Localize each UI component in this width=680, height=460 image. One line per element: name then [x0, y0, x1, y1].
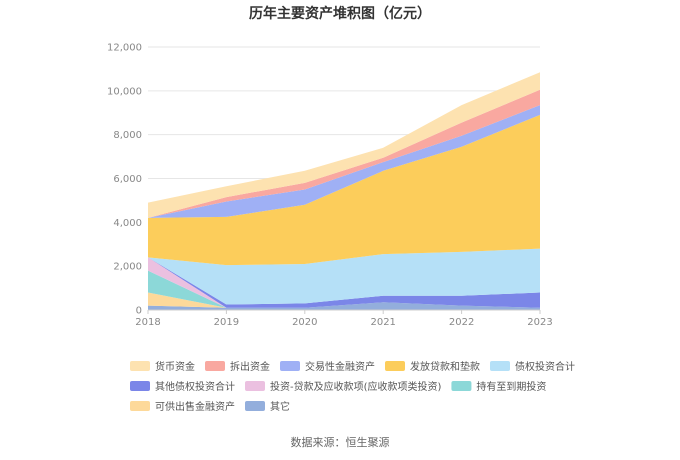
- x-tick-label: 2020: [292, 317, 317, 328]
- legend-label: 拆出资金: [230, 360, 270, 373]
- x-tick-label: 2019: [214, 317, 239, 328]
- legend-swatch: [451, 381, 472, 391]
- legend-item-投资-贷款及应收款项-应收款项类投资-[interactable]: 投资-贷款及应收款项(应收款项类投资): [245, 380, 442, 393]
- legend-item-交易性金融资产[interactable]: 交易性金融资产: [280, 360, 375, 373]
- y-tick-label: 6,000: [113, 174, 142, 185]
- y-tick-label: 12,000: [107, 43, 142, 54]
- legend-item-债权投资合计[interactable]: 债权投资合计: [490, 360, 575, 373]
- area-发放贷款和垫款: [148, 114, 540, 266]
- area-债权投资合计: [148, 248, 540, 305]
- legend-swatch: [245, 381, 265, 391]
- legend-label: 持有至到期投资: [476, 380, 546, 393]
- legend-swatch: [280, 361, 300, 371]
- legend-swatch: [130, 381, 150, 391]
- y-tick-label: 10,000: [107, 86, 142, 97]
- legend-label: 其它: [270, 400, 290, 413]
- axes: 2018 2019 2020 2021 2022 2023: [135, 309, 553, 328]
- chart-title: 历年主要资产堆积图（亿元）: [249, 5, 431, 22]
- legend-item-其他债权投资合计[interactable]: 其他债权投资合计: [130, 380, 235, 393]
- legend-swatch: [385, 361, 405, 371]
- legend-item-拆出资金[interactable]: 拆出资金: [205, 360, 270, 373]
- y-tick-label: 2,000: [113, 262, 142, 273]
- legend-swatch: [130, 401, 150, 411]
- legend-item-持有至到期投资[interactable]: 持有至到期投资: [451, 380, 546, 393]
- legend-label: 其他债权投资合计: [155, 380, 235, 393]
- legend-label: 交易性金融资产: [305, 360, 375, 373]
- legend-swatch: [245, 401, 265, 411]
- legend-label: 债权投资合计: [515, 360, 575, 373]
- x-tick-label: 2023: [527, 317, 552, 328]
- series-areas: [148, 72, 540, 310]
- x-tick-label: 2022: [449, 317, 474, 328]
- legend-item-发放贷款和垫款[interactable]: 发放贷款和垫款: [385, 360, 480, 373]
- area-货币资金: [148, 72, 540, 218]
- legend-item-货币资金[interactable]: 货币资金: [130, 360, 195, 373]
- x-tick-label: 2018: [135, 317, 160, 328]
- y-tick-label: 0: [136, 306, 142, 317]
- legend-swatch: [130, 361, 150, 371]
- legend-item-可供出售金融资产[interactable]: 可供出售金融资产: [130, 400, 235, 413]
- y-tick-label: 8,000: [113, 130, 142, 141]
- data-source-note: 数据来源：恒生聚源: [291, 435, 390, 449]
- legend-label: 货币资金: [155, 360, 195, 373]
- legend-label: 可供出售金融资产: [155, 400, 235, 413]
- area-可供出售金融资产: [148, 292, 540, 308]
- legend-swatch: [205, 361, 225, 371]
- area-其它: [148, 302, 540, 310]
- legend-label: 投资-贷款及应收款项(应收款项类投资): [270, 380, 442, 393]
- y-tick-label: 4,000: [113, 218, 142, 229]
- legend-swatch: [490, 361, 510, 371]
- legend-label: 发放贷款和垫款: [410, 360, 480, 373]
- legend-item-其它[interactable]: 其它: [245, 400, 290, 413]
- x-tick-label: 2021: [370, 317, 395, 328]
- area-其他债权投资合计: [148, 257, 540, 308]
